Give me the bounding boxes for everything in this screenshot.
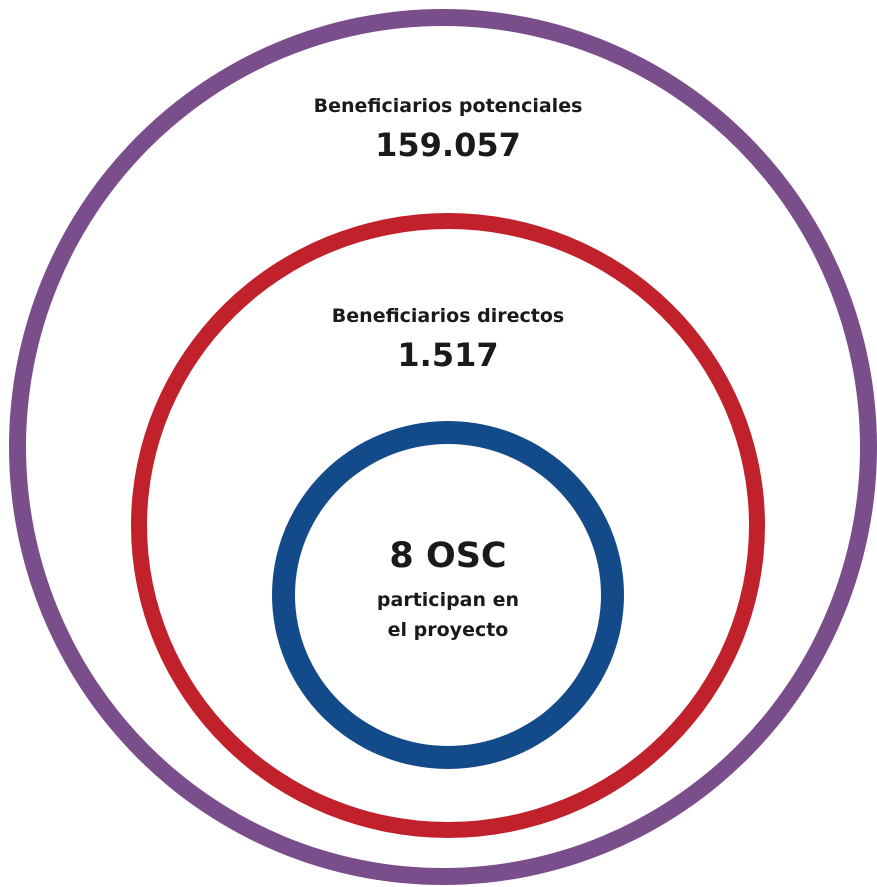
osc-count-value: 8 OSC: [389, 536, 507, 576]
osc-description-line1: participan en: [376, 589, 520, 611]
potential-beneficiaries-label: Beneficiarios potenciales: [313, 95, 583, 117]
direct-beneficiaries-value: 1.517: [397, 336, 499, 374]
osc-description-line2: el proyecto: [387, 619, 509, 641]
direct-beneficiaries-label: Beneficiarios directos: [331, 305, 565, 327]
potential-beneficiaries-value: 159.057: [375, 126, 521, 164]
